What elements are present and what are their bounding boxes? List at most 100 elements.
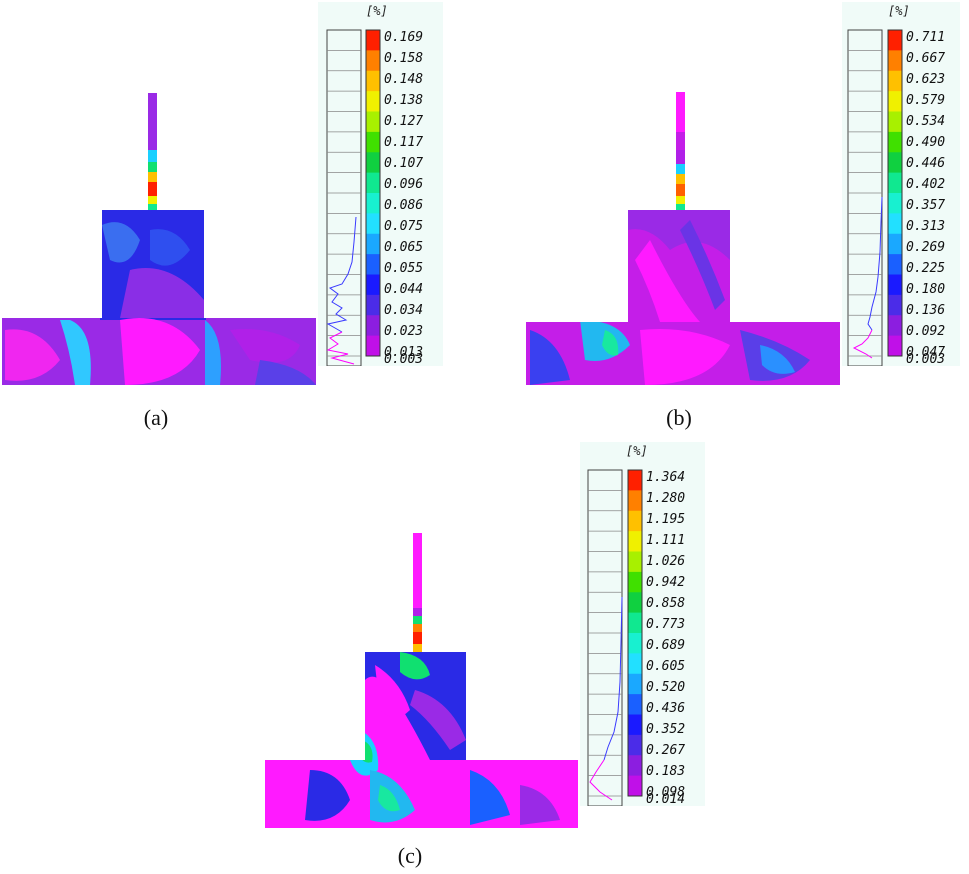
legend-graph-c	[587, 469, 643, 806]
color-band-b-13	[888, 294, 902, 316]
color-band-a-14	[366, 315, 380, 337]
color-band-a-2	[366, 70, 380, 92]
color-band-b-12	[888, 274, 902, 296]
histogram-curve-a	[326, 216, 357, 333]
legend-label-b-3: 0.579	[906, 93, 946, 108]
legend-label-c-5: 0.942	[646, 575, 686, 590]
histogram-curve-b	[867, 196, 883, 331]
panel-b: [%] 0.711 0.667 0.623 0.579 0.534 0.490 …	[510, 0, 969, 440]
legend-label-a-13: 0.034	[384, 303, 424, 318]
legend-label-b-8: 0.357	[906, 198, 946, 213]
histogram-curve-a-low	[326, 331, 355, 365]
legend-label-c-7: 0.773	[646, 617, 686, 632]
color-band-c-14	[628, 755, 642, 777]
color-bar-b	[887, 29, 903, 357]
legend-label-c-1: 1.280	[646, 491, 686, 506]
color-band-c-5	[628, 571, 642, 593]
legend-label-c-9: 0.605	[646, 659, 686, 674]
color-band-b-11	[888, 254, 902, 275]
legend-label-a-11: 0.055	[384, 261, 424, 276]
legend-label-b-15: 0.047	[906, 345, 946, 360]
legend-label-c-3: 1.111	[646, 533, 686, 548]
color-band-a-8	[366, 193, 380, 214]
histogram-ticks-c	[588, 489, 622, 797]
color-band-b-5	[888, 131, 902, 153]
t-shape-a	[2, 93, 316, 385]
contour-plot-c	[265, 533, 578, 828]
legend-label-a-0: 0.169	[384, 30, 424, 45]
legend-label-a-9: 0.075	[384, 219, 424, 234]
color-band-c-15	[628, 775, 642, 797]
legend-label-b-16: 0.003	[906, 352, 946, 367]
color-band-c-11	[628, 694, 642, 715]
legend-label-a-10: 0.065	[384, 240, 424, 255]
color-band-c-8	[628, 633, 642, 654]
legend-label-a-3: 0.138	[384, 93, 424, 108]
color-band-b-4	[888, 111, 902, 133]
color-band-a-15	[366, 335, 380, 357]
legend-label-a-15: 0.013	[384, 345, 424, 360]
color-band-a-1	[366, 50, 380, 72]
legend-label-c-13: 0.267	[646, 743, 686, 758]
histogram-curve-c	[603, 596, 623, 761]
legend-label-c-6: 0.858	[646, 596, 686, 611]
legend-unit-b: [%]	[888, 4, 910, 18]
legend-label-b-5: 0.490	[906, 135, 946, 150]
legend-label-b-10: 0.269	[906, 240, 946, 255]
legend-unit-a: [%]	[366, 4, 388, 18]
color-bar-frame-b	[887, 29, 903, 357]
color-band-c-2	[628, 510, 642, 532]
legend-label-c-14: 0.183	[646, 764, 686, 779]
legend-label-c-4: 1.026	[646, 554, 686, 569]
color-band-c-1	[628, 490, 642, 512]
legend-label-c-12: 0.352	[646, 722, 686, 737]
contour-plot-b	[526, 92, 840, 385]
legend-label-b-0: 0.711	[906, 30, 946, 45]
legend-label-b-9: 0.313	[906, 219, 946, 234]
color-band-b-1	[888, 50, 902, 72]
color-band-b-15	[888, 335, 902, 357]
legend-label-a-5: 0.117	[384, 135, 424, 150]
color-bar-a	[365, 29, 381, 357]
color-band-b-6	[888, 152, 902, 174]
color-band-b-10	[888, 233, 902, 255]
contour-plot-a	[2, 93, 316, 385]
legend-unit-c: [%]	[626, 444, 648, 458]
color-band-c-4	[628, 551, 642, 573]
color-band-c-9	[628, 653, 642, 675]
color-band-c-7	[628, 612, 642, 634]
legend-label-b-14: 0.092	[906, 324, 946, 339]
legend-label-b-7: 0.402	[906, 177, 946, 192]
legend-graph-b	[847, 29, 903, 366]
t-shape-c	[265, 533, 578, 828]
histogram-ticks-b	[848, 49, 882, 357]
color-band-a-10	[366, 233, 380, 255]
color-band-a-13	[366, 294, 380, 316]
legend-label-a-14: 0.023	[384, 324, 424, 339]
legend-label-b-6: 0.446	[906, 156, 946, 171]
color-band-c-12	[628, 714, 642, 736]
panel-c: [%] 1.364 1.280 1.195 1.111 1.026 0.942 …	[250, 440, 720, 874]
color-band-a-6	[366, 152, 380, 174]
caption-c: (c)	[397, 843, 423, 868]
legend-label-b-2: 0.623	[906, 72, 946, 87]
t-shape-b	[526, 92, 840, 385]
color-band-c-10	[628, 673, 642, 695]
legend-label-b-4: 0.534	[906, 114, 946, 129]
panel-a: [%] 0.169 0.158 0.148 0.138 0.127 0.117 …	[0, 0, 450, 440]
color-band-b-9	[888, 213, 902, 235]
color-band-b-2	[888, 70, 902, 92]
legend-label-a-1: 0.158	[384, 51, 424, 66]
color-bar-frame-c	[627, 469, 643, 797]
legend-label-c-11: 0.436	[646, 701, 686, 716]
legend-label-a-2: 0.148	[384, 72, 424, 87]
legend-label-a-4: 0.127	[384, 114, 424, 129]
legend-b: [%] 0.711 0.667 0.623 0.579 0.534 0.490 …	[842, 2, 960, 366]
legend-graph-a	[326, 29, 381, 366]
color-band-a-3	[366, 91, 380, 112]
color-band-a-9	[366, 213, 380, 235]
legend-label-a-12: 0.044	[384, 282, 424, 297]
legend-label-b-1: 0.667	[906, 51, 946, 66]
color-bar-frame-a	[365, 29, 381, 357]
color-band-c-13	[628, 734, 642, 756]
